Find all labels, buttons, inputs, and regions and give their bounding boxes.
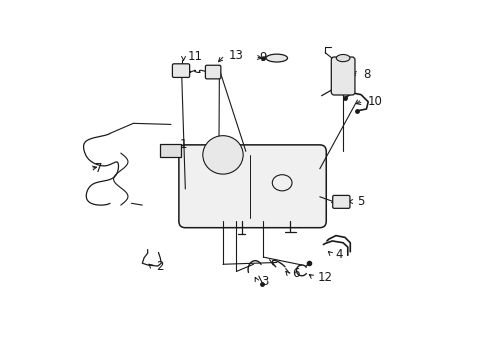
Text: 11: 11 (187, 50, 203, 63)
Text: 1: 1 (180, 138, 187, 151)
Ellipse shape (336, 54, 349, 62)
Text: 5: 5 (357, 195, 364, 208)
Text: 6: 6 (292, 267, 300, 280)
Ellipse shape (265, 54, 287, 62)
Ellipse shape (272, 175, 291, 191)
FancyBboxPatch shape (205, 65, 221, 79)
FancyBboxPatch shape (179, 145, 325, 228)
FancyBboxPatch shape (330, 57, 354, 95)
Text: 10: 10 (367, 95, 382, 108)
Ellipse shape (203, 136, 243, 174)
Text: 3: 3 (261, 275, 268, 288)
Text: 13: 13 (228, 49, 244, 62)
Text: 4: 4 (335, 248, 343, 261)
FancyBboxPatch shape (332, 195, 349, 208)
Text: 2: 2 (156, 260, 163, 273)
FancyBboxPatch shape (160, 144, 181, 157)
Text: 12: 12 (317, 271, 332, 284)
Text: 9: 9 (259, 51, 266, 64)
FancyBboxPatch shape (172, 64, 189, 77)
Text: 7: 7 (94, 162, 102, 175)
Text: 8: 8 (362, 68, 369, 81)
